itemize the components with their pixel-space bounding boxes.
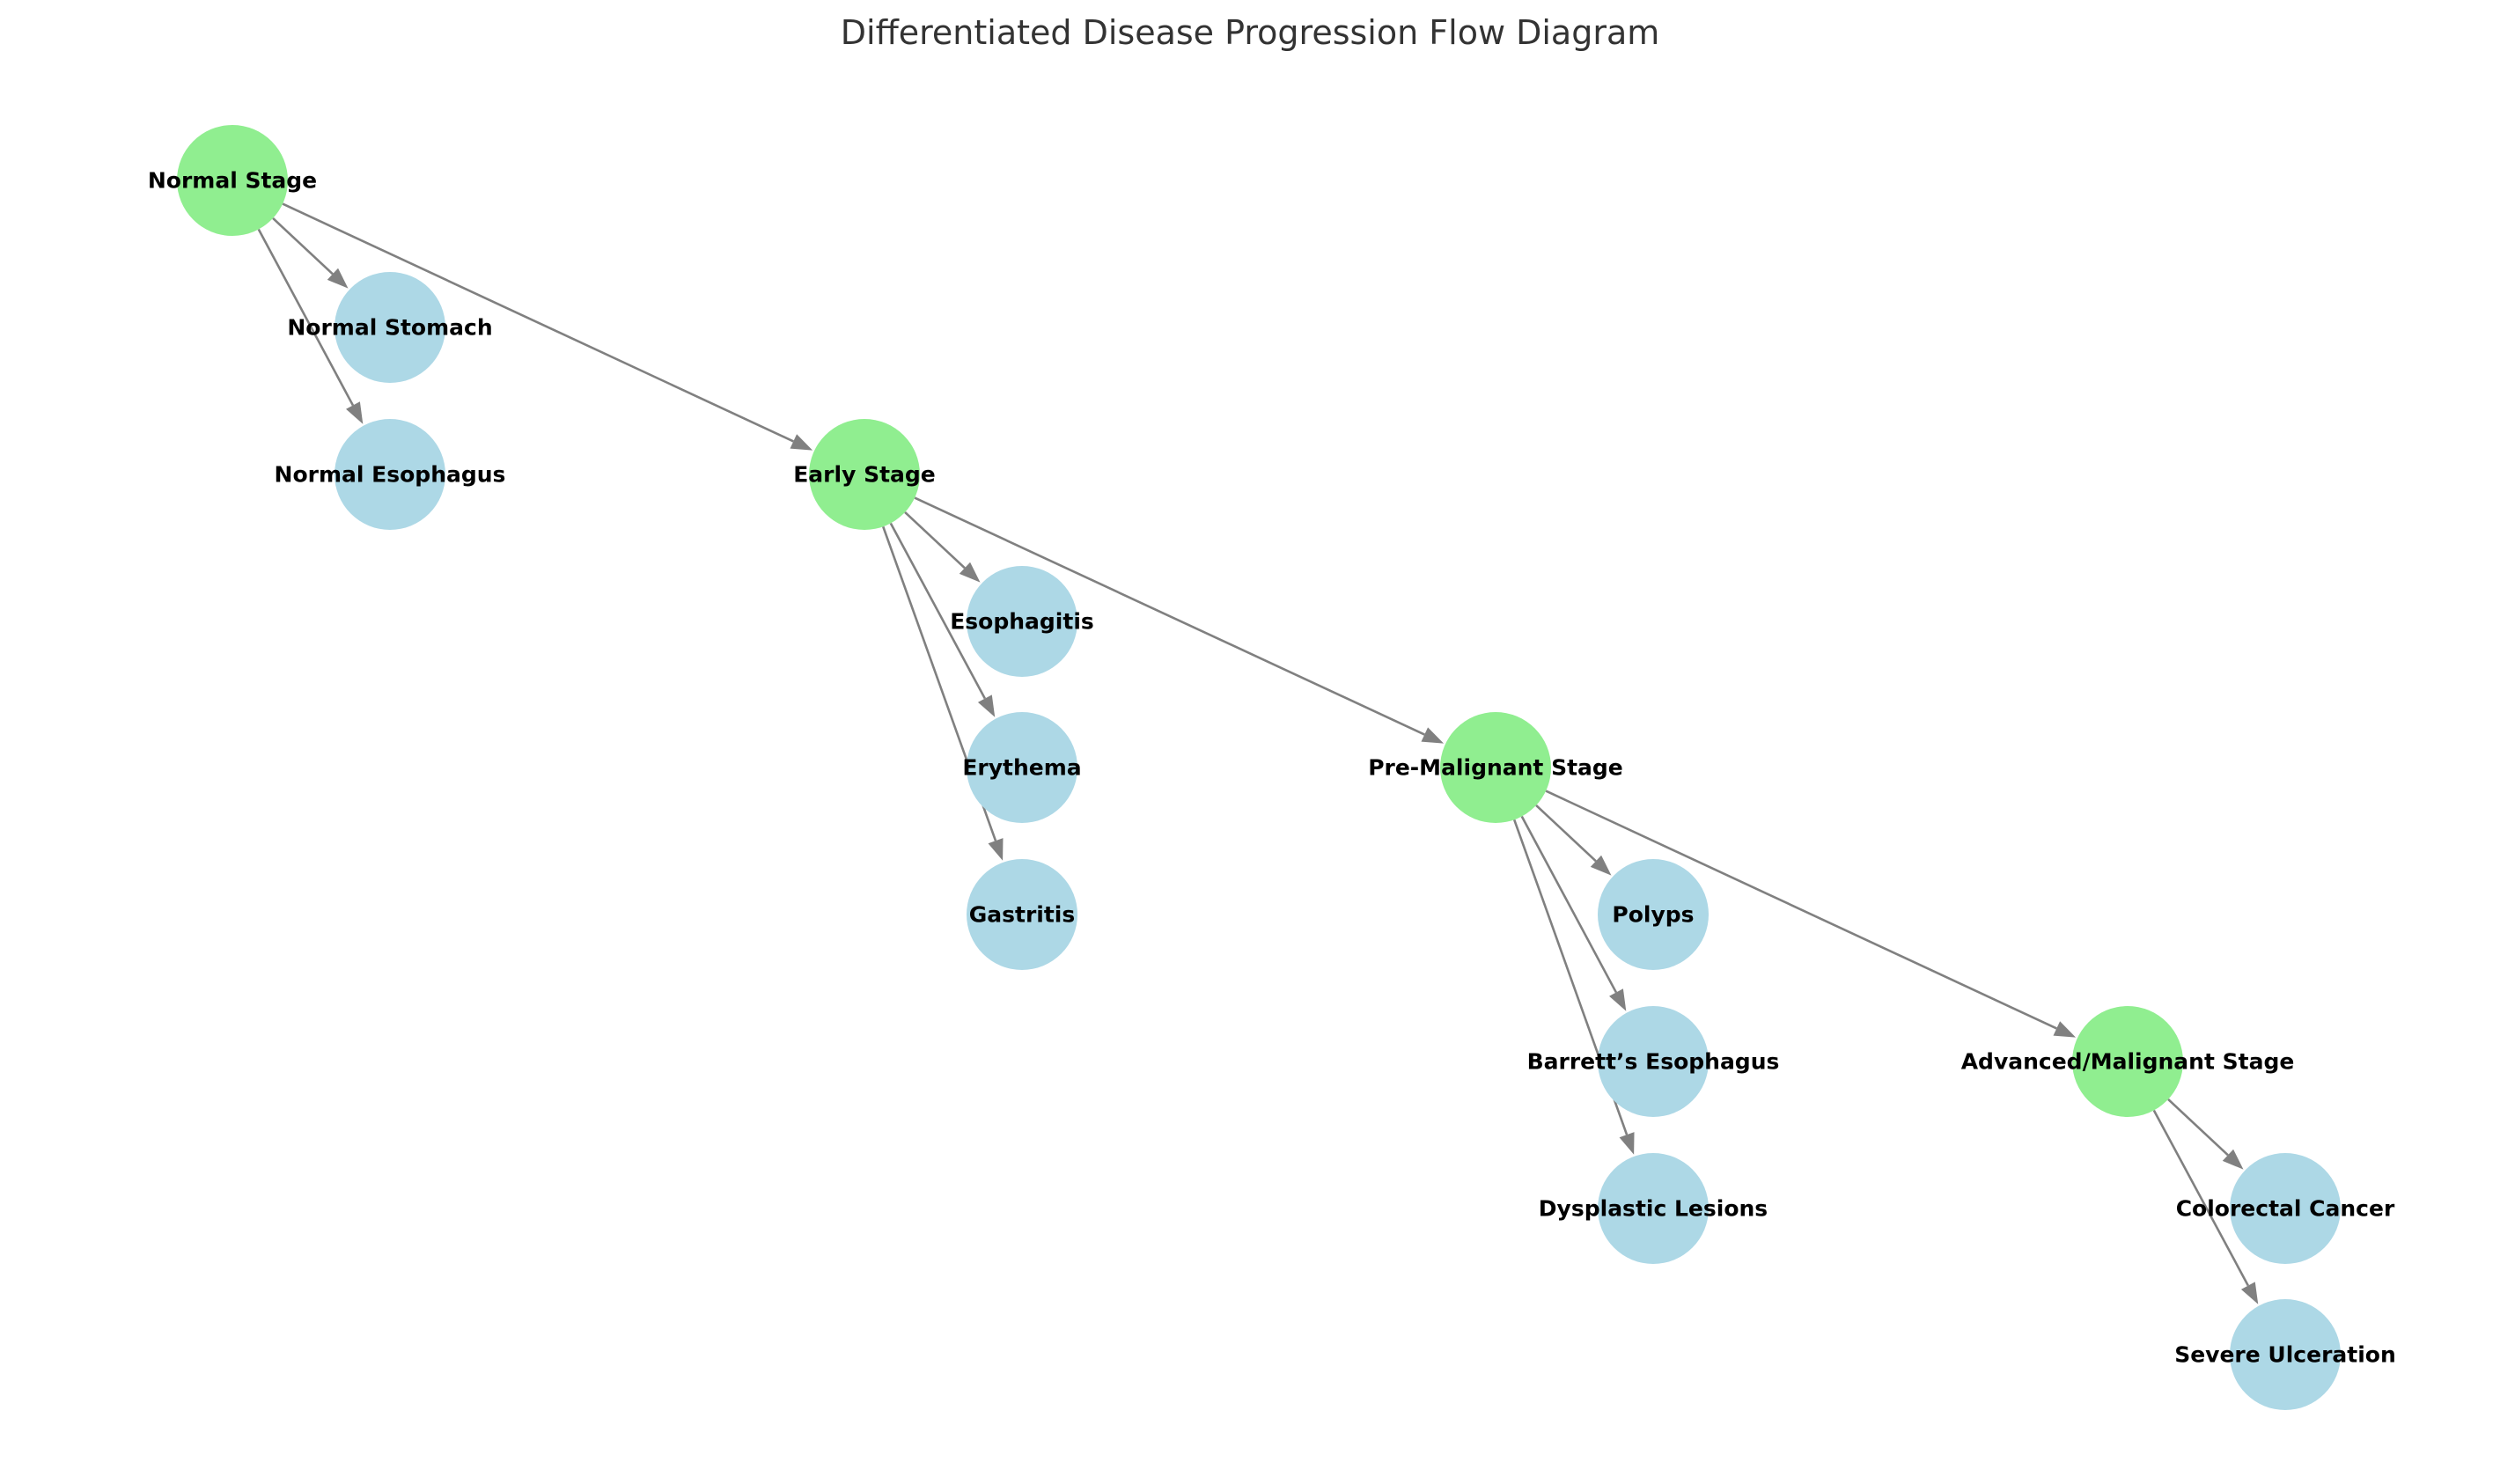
edge-line [914, 496, 1425, 736]
arrowhead-icon [790, 434, 813, 451]
nodes-layer: Normal Stage Normal Stomach Normal Esophag… [148, 125, 2396, 1410]
edge-pre-malignant-stage-to-barretts-esophagus [1520, 815, 1627, 1011]
node-label: Dysplastic Lesions [1539, 1196, 1768, 1222]
node-label: Erythema [962, 755, 1081, 781]
node-label: Early Stage [793, 462, 936, 488]
arrowhead-icon [1421, 727, 1445, 744]
edge-pre-malignant-stage-to-advanced-malignant-stage [1545, 790, 2077, 1038]
node-gastritis: Gastritis [967, 859, 1077, 970]
condition-node-circle [335, 419, 445, 530]
arrowhead-icon [2053, 1021, 2077, 1038]
condition-node-circle [967, 566, 1077, 677]
node-label: Normal Stage [148, 168, 317, 194]
node-label: Gastritis [969, 902, 1076, 928]
node-label: Normal Stomach [287, 315, 492, 341]
condition-node-circle [2230, 1153, 2341, 1264]
node-erythema: Erythema [962, 712, 1082, 823]
node-label: Normal Esophagus [275, 462, 506, 488]
edge-line [2152, 1109, 2250, 1287]
edge-early-stage-to-gastritis [882, 525, 1004, 861]
node-severe-ulceration: Severe Ulceration [2174, 1299, 2396, 1410]
node-label: Esophagitis [950, 609, 1094, 635]
arrowhead-icon [2222, 1149, 2244, 1170]
edge-normal-stage-to-early-stage [282, 202, 813, 451]
edge-early-stage-to-esophagitis [904, 511, 981, 583]
node-label: Pre-Malignant Stage [1368, 755, 1623, 781]
node-colorectal-cancer: Colorectal Cancer [2176, 1153, 2395, 1264]
edge-normal-stage-to-normal-stomach [272, 217, 349, 289]
node-esophagitis: Esophagitis [950, 566, 1094, 677]
edge-line [257, 228, 355, 407]
edge-line [889, 522, 987, 700]
condition-node-circle [1598, 1153, 1709, 1264]
node-advanced-malignant-stage: Advanced/Malignant Stage [1961, 1006, 2295, 1117]
edge-line [1535, 804, 1597, 863]
arrowhead-icon [977, 694, 996, 717]
arrowhead-icon [1619, 1132, 1635, 1155]
arrowhead-icon [959, 562, 981, 583]
node-dysplastic-lesions: Dysplastic Lesions [1539, 1153, 1768, 1264]
node-label: Barrett’s Esophagus [1527, 1049, 1780, 1075]
condition-node-circle [1598, 859, 1709, 970]
stage-node-circle [2072, 1006, 2183, 1117]
edge-early-stage-to-erythema [889, 522, 996, 717]
node-label: Severe Ulceration [2174, 1342, 2396, 1368]
node-polyps: Polyps [1598, 859, 1709, 970]
condition-node-circle [967, 712, 1077, 823]
edge-early-stage-to-pre-malignant-stage [914, 496, 1445, 744]
node-early-stage: Early Stage [793, 419, 936, 530]
node-label: Colorectal Cancer [2176, 1196, 2395, 1222]
arrowhead-icon [346, 401, 364, 424]
condition-node-circle [967, 859, 1077, 970]
condition-node-circle [335, 272, 445, 383]
edge-line [2167, 1098, 2229, 1157]
edge-pre-malignant-stage-to-polyps [1535, 804, 1612, 876]
arrowhead-icon [1609, 988, 1627, 1011]
arrowhead-icon [1590, 855, 1612, 876]
node-label: Polyps [1612, 902, 1694, 928]
arrowhead-icon [988, 838, 1004, 861]
condition-node-circle [1598, 1006, 1709, 1117]
edge-line [1520, 815, 1618, 994]
diagram-title: Differentiated Disease Progression Flow … [841, 13, 1660, 52]
edge-normal-stage-to-normal-esophagus [257, 228, 364, 424]
edge-line [1545, 790, 2057, 1030]
arrowhead-icon [2240, 1282, 2259, 1304]
node-normal-stage: Normal Stage [148, 125, 317, 236]
edge-line [904, 511, 966, 569]
node-barretts-esophagus: Barrett’s Esophagus [1527, 1006, 1780, 1117]
edge-advanced-malignant-stage-to-colorectal-cancer [2167, 1098, 2244, 1170]
stage-node-circle [177, 125, 288, 236]
node-label: Advanced/Malignant Stage [1961, 1049, 2295, 1075]
stage-node-circle [1440, 712, 1551, 823]
node-pre-malignant-stage: Pre-Malignant Stage [1368, 712, 1623, 823]
edge-advanced-malignant-stage-to-severe-ulceration [2152, 1109, 2259, 1304]
node-normal-stomach: Normal Stomach [287, 272, 493, 383]
condition-node-circle [2230, 1299, 2341, 1410]
edge-pre-malignant-stage-to-dysplastic-lesions [1512, 819, 1635, 1155]
node-normal-esophagus: Normal Esophagus [275, 419, 506, 530]
edges-layer [257, 202, 2259, 1304]
edge-line [282, 202, 794, 443]
stage-node-circle [809, 419, 920, 530]
arrowhead-icon [327, 268, 349, 289]
edge-line [272, 217, 334, 275]
